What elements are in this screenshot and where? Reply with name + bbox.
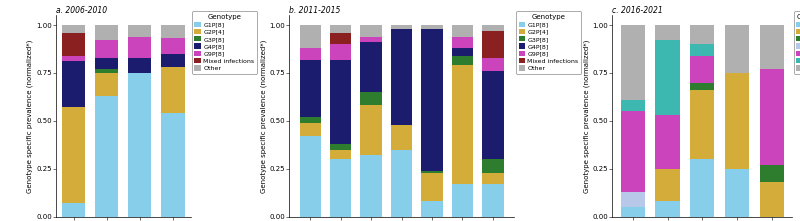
Bar <box>482 173 503 184</box>
Bar <box>690 44 714 56</box>
Bar <box>361 42 382 92</box>
Bar <box>299 123 321 136</box>
Bar <box>62 56 86 61</box>
Bar <box>361 105 382 155</box>
Bar <box>759 165 784 182</box>
Bar <box>299 117 321 123</box>
Bar <box>482 31 503 58</box>
Y-axis label: Genotype specific prevalence (normalized*): Genotype specific prevalence (normalized… <box>260 39 266 193</box>
Bar <box>62 61 86 107</box>
Bar <box>725 25 749 73</box>
Bar <box>422 201 442 217</box>
Bar <box>62 25 86 33</box>
Legend: G1P[8], G2P[4], G3P[8], G9P[4], G9P[8], G12P[8], Other: G1P[8], G2P[4], G3P[8], G9P[4], G9P[8], … <box>794 11 800 74</box>
Bar <box>128 25 151 36</box>
Bar <box>482 184 503 217</box>
Bar <box>452 48 473 56</box>
Bar <box>299 25 321 48</box>
Bar <box>391 29 412 125</box>
Bar <box>482 58 503 71</box>
Bar <box>128 36 151 58</box>
Bar <box>621 100 645 111</box>
Bar <box>725 73 749 169</box>
Bar <box>655 115 680 169</box>
Bar <box>391 150 412 217</box>
Bar <box>422 173 442 201</box>
Bar <box>452 56 473 65</box>
Bar <box>422 171 442 173</box>
Bar <box>391 125 412 150</box>
Bar <box>361 25 382 36</box>
Bar <box>422 25 442 29</box>
Bar <box>95 58 118 69</box>
Bar <box>62 203 86 217</box>
Bar <box>690 159 714 217</box>
Bar <box>690 25 714 44</box>
Bar <box>621 25 645 100</box>
Bar <box>422 29 442 171</box>
Y-axis label: Genotype specific prevalence (normalized*): Genotype specific prevalence (normalized… <box>27 39 34 193</box>
Bar <box>452 65 473 184</box>
Bar <box>95 40 118 58</box>
Bar <box>655 25 680 40</box>
Y-axis label: Genotype specific prevalence (normalized*): Genotype specific prevalence (normalized… <box>583 39 590 193</box>
Bar <box>162 38 185 54</box>
Bar <box>621 111 645 192</box>
Bar <box>162 113 185 217</box>
Text: a. 2006-2010: a. 2006-2010 <box>56 6 107 15</box>
Bar <box>690 82 714 90</box>
Bar <box>655 169 680 201</box>
Bar <box>361 92 382 105</box>
Bar <box>330 159 351 217</box>
Bar <box>299 59 321 117</box>
Bar <box>299 136 321 217</box>
Bar <box>690 90 714 159</box>
Bar <box>330 59 351 144</box>
Bar <box>482 25 503 31</box>
Bar <box>128 58 151 73</box>
Bar <box>162 54 185 67</box>
Bar <box>162 67 185 113</box>
Bar <box>759 69 784 165</box>
Bar <box>621 192 645 207</box>
Bar <box>95 73 118 96</box>
Bar <box>361 36 382 42</box>
Bar <box>452 36 473 48</box>
Bar <box>330 33 351 44</box>
Bar <box>162 25 185 38</box>
Bar <box>759 25 784 69</box>
Bar <box>128 73 151 217</box>
Bar <box>690 56 714 82</box>
Legend: G1P[8], G2P[4], G3P[8], G4P[8], G9P[8], Mixed infections, Other: G1P[8], G2P[4], G3P[8], G4P[8], G9P[8], … <box>516 11 581 74</box>
Legend: G1P[8], G2P[4], G3P[8], G4P[8], G9P[8], Mixed infections, Other: G1P[8], G2P[4], G3P[8], G4P[8], G9P[8], … <box>192 11 257 74</box>
Bar <box>482 159 503 173</box>
Text: b. 2011-2015: b. 2011-2015 <box>290 6 341 15</box>
Bar <box>361 155 382 217</box>
Bar <box>621 207 645 217</box>
Bar <box>655 201 680 217</box>
Bar <box>330 144 351 150</box>
Bar <box>330 25 351 33</box>
Bar <box>725 169 749 217</box>
Bar <box>330 44 351 59</box>
Bar <box>655 40 680 115</box>
Bar <box>299 48 321 59</box>
Bar <box>62 33 86 56</box>
Bar <box>330 150 351 159</box>
Bar <box>95 25 118 40</box>
Bar <box>62 107 86 203</box>
Bar <box>452 184 473 217</box>
Bar <box>95 69 118 73</box>
Bar <box>95 96 118 217</box>
Bar <box>482 71 503 159</box>
Bar <box>452 25 473 36</box>
Text: c. 2016-2021: c. 2016-2021 <box>613 6 663 15</box>
Bar <box>759 182 784 217</box>
Bar <box>391 25 412 29</box>
